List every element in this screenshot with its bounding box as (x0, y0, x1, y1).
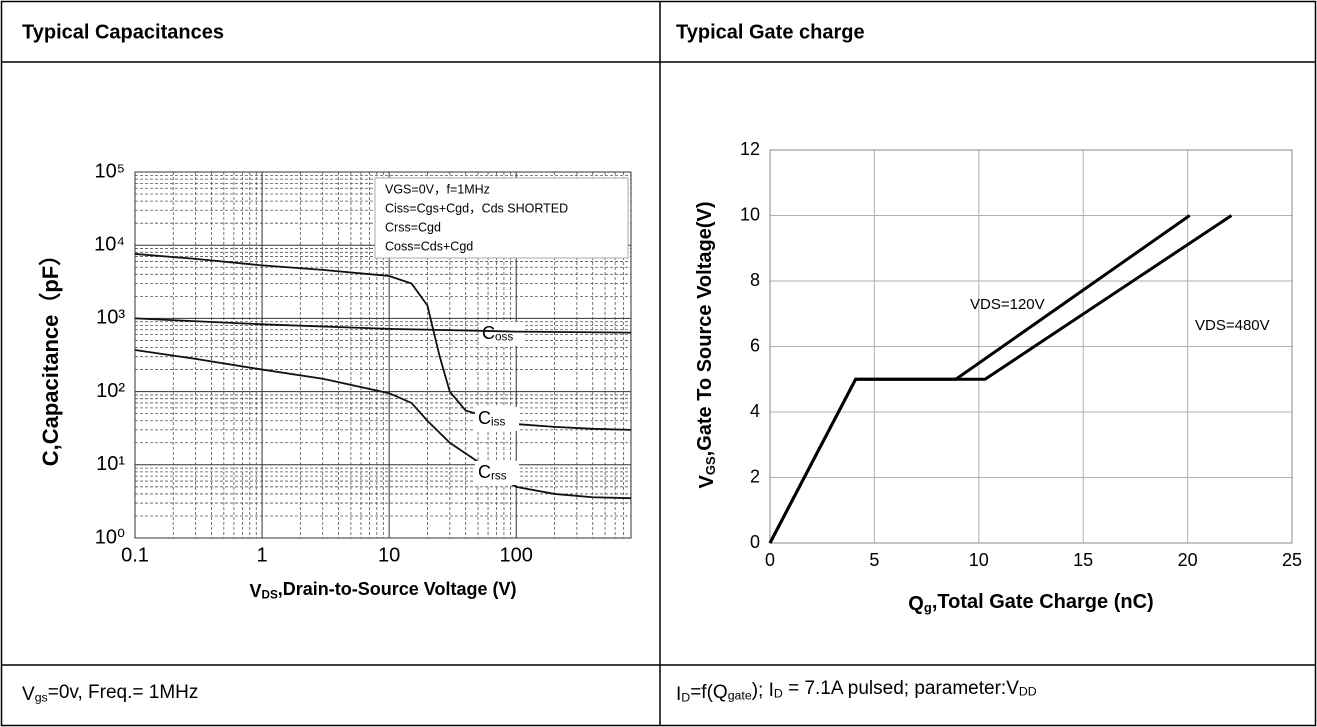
x-tick-label: 15 (1073, 550, 1093, 570)
y-tick-label: 2 (750, 466, 760, 486)
text-part: V (696, 475, 718, 489)
y-axis-label: C,Capacitance（pF） (38, 244, 63, 467)
annotation: VGS=0V，f=1MHz (385, 182, 490, 196)
y-tick-label: 6 (750, 335, 760, 355)
x-tick-label: 0 (765, 550, 775, 570)
subscript: DD (1019, 685, 1037, 699)
y-tick-label: 10² (96, 380, 125, 402)
plot-frame (134, 171, 632, 539)
x-tick-label: 20 (1178, 550, 1198, 570)
text-part: I (676, 684, 681, 705)
subscript: D (681, 691, 690, 705)
series-line (134, 349, 632, 500)
y-tick-label: 10⁴ (94, 233, 125, 255)
footer: Vgs=0v, Freq.= 1MHz (22, 682, 198, 705)
x-tick-label: 25 (1282, 550, 1302, 570)
series-label: VDS=120V (970, 296, 1045, 313)
subscript: GS (703, 456, 718, 475)
text-part: C,Capacitance（pF） (38, 244, 63, 467)
y-tick-label: 8 (750, 270, 760, 290)
y-tick-label: 12 (740, 139, 760, 159)
plot-frame (769, 149, 1293, 544)
text-part: = 7.1A pulsed; parameter:V (783, 678, 1019, 699)
subscript: rss (491, 470, 507, 483)
subscript: iss (491, 416, 505, 429)
series-line (768, 214, 1233, 544)
text-part: C (478, 408, 491, 428)
series-label: Crss (478, 462, 507, 483)
y-tick-label: 4 (750, 401, 760, 421)
series-label: VDS=480V (1195, 317, 1270, 334)
annotation: Ciss=Cgs+Cgd，Cds SHORTED (385, 201, 568, 215)
text-part: Q (908, 593, 924, 615)
x-tick-label: 5 (869, 550, 879, 570)
series-line (134, 317, 632, 334)
x-tick-label: 0.1 (121, 544, 149, 566)
subscript: D (774, 687, 783, 701)
text-part: =0v, Freq.= 1MHz (48, 682, 199, 703)
x-tick-label: 1 (257, 544, 268, 566)
subscript: gs (35, 691, 48, 705)
text-part: ); I (752, 680, 774, 701)
label-bg (475, 407, 519, 431)
series-label: Ciss (478, 408, 505, 429)
subscript: oss (495, 331, 513, 344)
y-tick-label: 10³ (96, 307, 125, 329)
x-tick-label: 10 (378, 544, 400, 566)
x-tick-label: 10 (969, 550, 989, 570)
x-tick-label: 100 (500, 544, 533, 566)
text-part: =f(Q (690, 682, 727, 703)
y-tick-label: 0 (750, 532, 760, 552)
subscript: g (924, 600, 932, 615)
text-part: VDS=120V (970, 296, 1045, 313)
series-label: Coss (482, 323, 513, 344)
y-tick-label: 10 (740, 204, 760, 224)
header: Typical Capacitances (22, 21, 224, 43)
annotation: Coss=Cds+Cgd (385, 239, 473, 253)
text-part: C (478, 462, 491, 482)
footer: ID=f(Qgate); ID = 7.1A pulsed; parameter… (676, 678, 1037, 705)
text-part: V (22, 684, 35, 705)
text-part: ,Gate To Source Voltage(V) (694, 202, 716, 457)
y-axis-label: VGS,Gate To Source Voltage(V) (694, 202, 718, 489)
subscript: gate (728, 689, 752, 703)
subscript: DS (262, 589, 278, 602)
header: Typical Gate charge (676, 21, 865, 43)
annotation: Crss=Cgd (385, 220, 441, 234)
y-tick-label: 10⁰ (95, 526, 125, 548)
x-axis-label: Qg,Total Gate Charge (nC) (908, 591, 1153, 615)
label-bg (475, 461, 519, 485)
y-tick-label: 10¹ (96, 453, 125, 475)
x-axis-label: VDS,Drain-to-Source Voltage (V) (250, 579, 517, 602)
text-part: C (482, 323, 495, 343)
label-bg (479, 322, 523, 346)
y-tick-label: 10⁵ (94, 160, 125, 182)
series-line (134, 253, 632, 431)
text-part: VDS=480V (1195, 317, 1270, 334)
text-part: V (250, 581, 262, 601)
text-part: ,Drain-to-Source Voltage (V) (278, 579, 517, 599)
text-part: ,Total Gate Charge (nC) (932, 591, 1154, 613)
annotation-box (374, 177, 629, 259)
